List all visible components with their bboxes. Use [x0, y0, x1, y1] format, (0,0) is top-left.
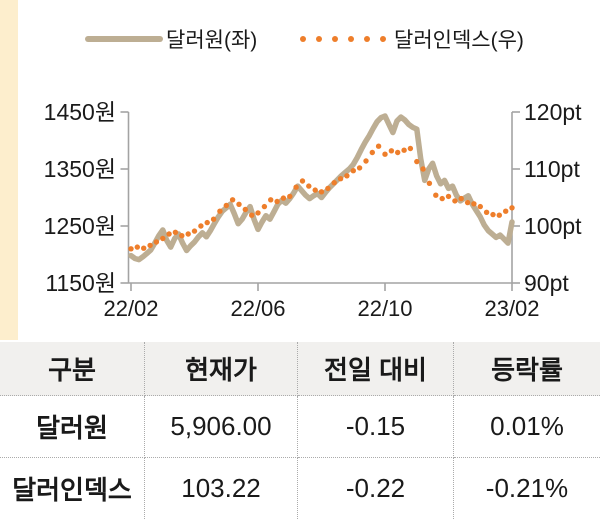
- series-dxy-dot: [445, 193, 452, 200]
- series-dxy-dot: [471, 201, 477, 207]
- series-dxy-dot: [509, 205, 515, 211]
- series-dxy-dot: [496, 212, 502, 218]
- series-dxy-dot: [236, 201, 242, 207]
- x-axis-tick-label: 23/02: [484, 296, 539, 321]
- series-dxy-dot: [249, 212, 255, 218]
- right-axis-tick-label: 90pt: [524, 270, 569, 296]
- series-dxy-dot: [191, 228, 198, 234]
- series-dxy-dot: [401, 147, 407, 153]
- series-dxy-dot: [325, 185, 331, 192]
- series-dxy-dot: [255, 210, 261, 216]
- series-dxy-dot: [426, 180, 433, 186]
- series-dxy-dot: [483, 209, 490, 215]
- x-axis-tick-label: 22/06: [230, 296, 285, 321]
- legend-dxy-dot-swatch: [348, 36, 354, 42]
- series-dxy-dot: [179, 233, 185, 239]
- col-header-change-pct: 등락률: [454, 342, 600, 396]
- series-dxy-dot: [490, 211, 496, 218]
- legend-dxy-dot-swatch: [300, 36, 306, 42]
- series-dxy-dot: [160, 235, 166, 242]
- series-dxy-dot: [439, 195, 445, 202]
- series-dxy-dot: [299, 178, 306, 184]
- series-dxy-dot: [350, 168, 356, 174]
- series-dxy-dot: [204, 219, 210, 226]
- row-won-change-pct: 0.01%: [454, 396, 600, 458]
- row-dxy-price: 103.22: [145, 458, 298, 519]
- series-dxy-dot: [128, 246, 134, 252]
- series-dxy-dot: [344, 173, 350, 179]
- series-dxy-dot: [198, 223, 204, 229]
- left-axis-tick-label: 1250원: [44, 213, 116, 239]
- series-dxy-dot: [217, 208, 223, 214]
- series-dxy-dot: [318, 189, 325, 195]
- series-dxy-dot: [293, 184, 299, 190]
- quote-table: 구분 현재가 전일 대비 등락률 달러원 5,906.00 -0.15 0.01…: [0, 342, 600, 519]
- series-dxy-dot: [337, 176, 344, 182]
- legend-dxy-dot-swatch: [364, 36, 370, 42]
- row-dxy-change: -0.22: [298, 458, 454, 519]
- series-dxy-dot: [229, 197, 236, 203]
- series-dxy-dot: [414, 158, 420, 165]
- series-dxy-dot: [388, 148, 395, 154]
- col-header-price: 현재가: [145, 342, 298, 396]
- legend-dxy-label: 달러인덱스(우): [394, 29, 524, 52]
- col-header-change: 전일 대비: [298, 342, 454, 396]
- series-dxy-dot: [331, 180, 337, 186]
- left-accent-stripe: [0, 0, 18, 340]
- series-dxy-dot: [141, 245, 147, 251]
- legend-dxy-dot-swatch: [380, 36, 386, 42]
- series-dxy-dot: [369, 149, 375, 156]
- left-axis-tick-label: 1350원: [44, 156, 116, 182]
- row-won-price: 5,906.00: [145, 396, 298, 458]
- legend-dxy-dot-swatch: [332, 36, 338, 42]
- series-dxy-dot: [503, 208, 509, 214]
- series-dxy-dot: [268, 197, 274, 203]
- series-dxy-dot: [147, 242, 153, 249]
- series-dxy-dot: [477, 203, 483, 210]
- series-dxy-dot: [261, 203, 268, 210]
- legend-won-label: 달러원(좌): [166, 29, 257, 52]
- row-dxy-change-pct: -0.21%: [454, 458, 600, 519]
- series-dxy-dot: [223, 202, 229, 209]
- series-dxy-dot: [420, 166, 426, 172]
- series-dxy-dot: [375, 143, 382, 149]
- x-axis-tick-label: 22/02: [103, 296, 158, 321]
- series-dxy-dot: [356, 165, 363, 171]
- legend-dxy-dot-swatch: [316, 36, 322, 42]
- series-dxy-dot: [382, 151, 388, 157]
- series-dxy-dot: [363, 158, 369, 164]
- row-won-label: 달러원: [0, 396, 145, 458]
- series-dxy-dot: [464, 199, 471, 206]
- series-dxy-dot: [134, 244, 140, 250]
- right-axis-tick-label: 120pt: [524, 99, 582, 125]
- series-dxy-dot: [280, 195, 287, 201]
- left-axis-tick-label: 1150원: [45, 270, 116, 296]
- series-dxy-dot: [172, 229, 179, 235]
- series-dxy-dot: [210, 216, 217, 222]
- series-won-line: [128, 113, 515, 263]
- series-dxy-dot: [153, 239, 160, 245]
- series-dxy-dot: [452, 198, 458, 204]
- series-dxy-dot: [407, 145, 414, 152]
- row-won-change: -0.15: [298, 396, 454, 458]
- series-dxy-dot: [287, 193, 293, 200]
- series-dxy-dot: [185, 231, 191, 237]
- left-axis-tick-label: 1450원: [44, 99, 116, 125]
- series-dxy-dot: [395, 149, 401, 156]
- series-dxy-dot: [242, 206, 248, 213]
- series-dxy-dot: [433, 192, 439, 198]
- fx-line-chart: 달러원(좌) 달러인덱스(우) 1450원 1350원 1250원 1150원 120pt 1…: [44, 29, 582, 321]
- series-dxy-dot: [306, 183, 312, 189]
- series-dxy-dot: [458, 195, 464, 202]
- series-dxy-dot: [166, 231, 172, 237]
- series-dxy-dot: [312, 187, 318, 193]
- x-axis-tick-label: 22/10: [357, 296, 412, 321]
- row-dxy-label: 달러인덱스: [0, 458, 145, 519]
- right-axis-tick-label: 110pt: [524, 156, 580, 182]
- col-header-category: 구분: [0, 342, 145, 396]
- series-dxy-dot: [274, 198, 280, 205]
- right-axis-tick-label: 100pt: [524, 213, 582, 239]
